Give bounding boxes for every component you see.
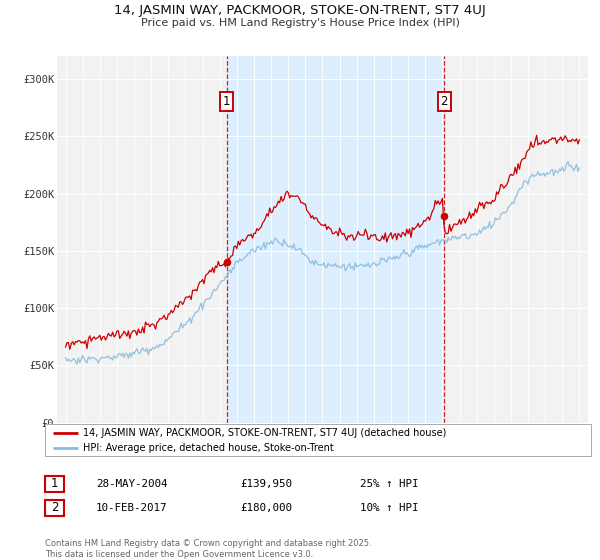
Text: 2: 2 — [440, 95, 448, 108]
Text: 25% ↑ HPI: 25% ↑ HPI — [360, 479, 419, 489]
Text: 10-FEB-2017: 10-FEB-2017 — [96, 503, 167, 513]
Text: 14, JASMIN WAY, PACKMOOR, STOKE-ON-TRENT, ST7 4UJ (detached house): 14, JASMIN WAY, PACKMOOR, STOKE-ON-TRENT… — [83, 428, 446, 438]
Text: 1: 1 — [51, 477, 58, 491]
Text: Price paid vs. HM Land Registry's House Price Index (HPI): Price paid vs. HM Land Registry's House … — [140, 18, 460, 28]
Text: 10% ↑ HPI: 10% ↑ HPI — [360, 503, 419, 513]
Text: Contains HM Land Registry data © Crown copyright and database right 2025.
This d: Contains HM Land Registry data © Crown c… — [45, 539, 371, 559]
Bar — [227, 56, 444, 423]
Text: 1: 1 — [223, 95, 230, 108]
Text: HPI: Average price, detached house, Stoke-on-Trent: HPI: Average price, detached house, Stok… — [83, 444, 334, 453]
Text: 2: 2 — [51, 501, 58, 515]
Text: 28-MAY-2004: 28-MAY-2004 — [96, 479, 167, 489]
Text: £180,000: £180,000 — [240, 503, 292, 513]
Text: £139,950: £139,950 — [240, 479, 292, 489]
Text: 14, JASMIN WAY, PACKMOOR, STOKE-ON-TRENT, ST7 4UJ: 14, JASMIN WAY, PACKMOOR, STOKE-ON-TRENT… — [114, 4, 486, 17]
